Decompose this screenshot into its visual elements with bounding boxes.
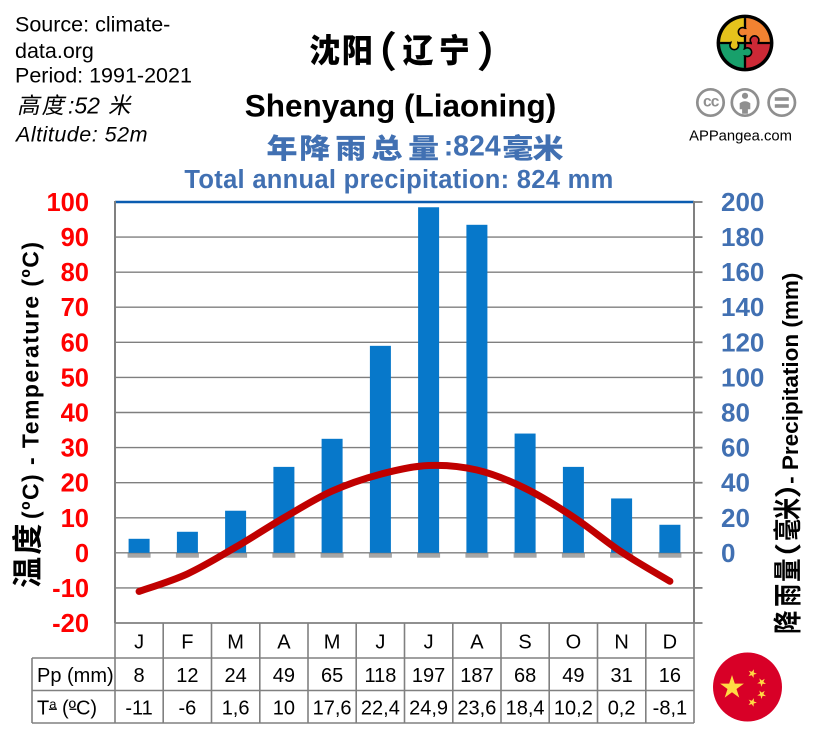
- svg-text:20: 20: [61, 470, 89, 498]
- svg-text:Total annual precipitation: 82: Total annual precipitation: 824 mm: [184, 166, 613, 194]
- svg-text:200: 200: [721, 187, 764, 217]
- svg-text:-10: -10: [52, 575, 89, 603]
- svg-text:N: N: [614, 632, 628, 654]
- svg-text:70: 70: [61, 294, 89, 322]
- svg-text:80: 80: [721, 398, 750, 428]
- svg-text:A: A: [470, 632, 484, 654]
- svg-text:Shenyang (Liaoning): Shenyang (Liaoning): [245, 87, 557, 123]
- svg-text:187: 187: [460, 665, 493, 687]
- svg-text:O: O: [566, 632, 582, 654]
- svg-text:F: F: [181, 632, 193, 654]
- svg-text:16: 16: [659, 665, 681, 687]
- svg-text:90: 90: [61, 224, 89, 252]
- svg-text:120: 120: [721, 327, 764, 357]
- svg-text::52: :52: [68, 92, 100, 118]
- svg-text:100: 100: [46, 189, 89, 217]
- svg-text:Ta (ºC): Ta (ºC): [37, 697, 97, 720]
- svg-text:J: J: [375, 632, 385, 654]
- svg-text:17,6: 17,6: [313, 698, 352, 720]
- svg-text:Period: 1991-2021: Period: 1991-2021: [15, 64, 192, 88]
- svg-text:-20: -20: [52, 610, 89, 638]
- svg-text:160: 160: [721, 257, 764, 287]
- svg-text:118: 118: [364, 665, 396, 687]
- svg-text:60: 60: [61, 329, 89, 357]
- svg-text:0: 0: [75, 540, 89, 568]
- svg-text:31: 31: [610, 665, 632, 687]
- svg-text:100: 100: [721, 362, 764, 392]
- svg-text:S: S: [518, 632, 531, 654]
- svg-text:80: 80: [61, 259, 89, 287]
- svg-text:10: 10: [61, 505, 89, 533]
- svg-text:10: 10: [273, 698, 295, 720]
- svg-text::824: :824: [444, 131, 501, 163]
- svg-text:12: 12: [176, 665, 198, 687]
- svg-text:APPangea.com: APPangea.com: [689, 129, 792, 145]
- svg-text:Source: climate-: Source: climate-: [15, 12, 170, 36]
- svg-text:49: 49: [562, 665, 584, 687]
- svg-text:cc: cc: [703, 94, 720, 111]
- svg-text:68: 68: [514, 665, 536, 687]
- svg-text:1,6: 1,6: [222, 698, 250, 720]
- svg-text:65: 65: [321, 665, 343, 687]
- svg-text:24: 24: [224, 665, 246, 687]
- svg-text:50: 50: [61, 364, 89, 392]
- svg-text:60: 60: [721, 433, 750, 463]
- svg-text:10,2: 10,2: [554, 698, 593, 720]
- svg-text:D: D: [663, 632, 677, 654]
- svg-text:0,2: 0,2: [608, 698, 636, 720]
- svg-text:M: M: [227, 632, 244, 654]
- svg-text:0: 0: [721, 538, 735, 568]
- svg-text:8: 8: [134, 665, 145, 687]
- svg-text:Pp (mm): Pp (mm): [37, 665, 114, 687]
- svg-text:18,4: 18,4: [506, 698, 545, 720]
- svg-text:J: J: [424, 632, 434, 654]
- svg-text:140: 140: [721, 292, 764, 322]
- svg-text:(ºC) - Temperature (ºC): (ºC) - Temperature (ºC): [18, 241, 44, 519]
- svg-text:24,9: 24,9: [409, 698, 448, 720]
- svg-text:- Precipitation (mm): - Precipitation (mm): [778, 273, 803, 484]
- svg-text:M: M: [324, 632, 341, 654]
- svg-text:Altitude: 52m: Altitude: 52m: [14, 122, 148, 146]
- svg-text:-6: -6: [179, 698, 197, 720]
- svg-text:22,4: 22,4: [361, 698, 400, 720]
- svg-text:40: 40: [721, 468, 750, 498]
- svg-text:-8,1: -8,1: [653, 698, 687, 720]
- svg-text:23,6: 23,6: [457, 698, 496, 720]
- svg-text:180: 180: [721, 222, 764, 252]
- svg-text:-11: -11: [125, 698, 152, 720]
- svg-text:30: 30: [61, 435, 89, 463]
- svg-text:197: 197: [412, 665, 445, 687]
- svg-text:20: 20: [721, 503, 750, 533]
- svg-text:49: 49: [273, 665, 295, 687]
- svg-text:data.org: data.org: [15, 39, 94, 63]
- svg-text:A: A: [277, 632, 291, 654]
- svg-text:40: 40: [61, 400, 89, 428]
- svg-text:J: J: [134, 632, 144, 654]
